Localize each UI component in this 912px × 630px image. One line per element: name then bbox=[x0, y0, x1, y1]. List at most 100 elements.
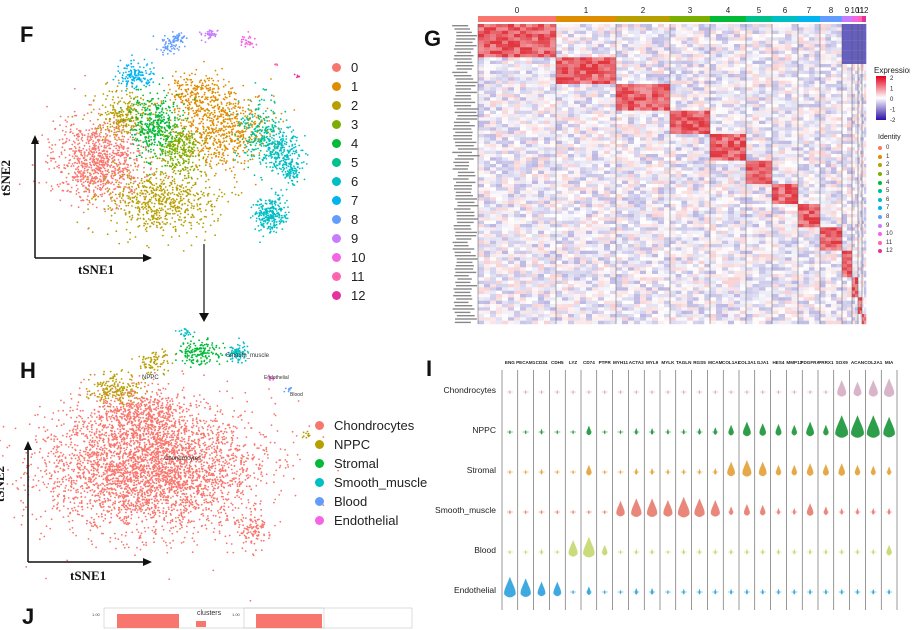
panel-h-y-axis-label: tSNE2 bbox=[0, 466, 8, 502]
identity-dot-icon bbox=[878, 249, 882, 253]
legend-label: 7 bbox=[351, 193, 358, 208]
panel-letter-g: G bbox=[424, 26, 441, 52]
heatmap-cluster-label: 2 bbox=[641, 6, 646, 15]
violin-grid bbox=[502, 370, 897, 610]
legend-label: 8 bbox=[351, 212, 358, 227]
legend-dot-icon bbox=[332, 291, 341, 300]
identity-label: 3 bbox=[886, 171, 889, 177]
violin-gene-label: MYH11 bbox=[613, 360, 629, 365]
cluster-legend-item: 5 bbox=[332, 153, 365, 172]
identity-label: 9 bbox=[886, 223, 889, 229]
legend-dot-icon bbox=[332, 101, 341, 110]
heatmap-scale-tick: 2 bbox=[890, 76, 894, 82]
legend-dot-icon bbox=[332, 82, 341, 91]
tsne-scatter-cell-types bbox=[0, 328, 339, 602]
heatmap-cluster-segment bbox=[862, 16, 866, 22]
legend-label: Blood bbox=[334, 494, 367, 509]
panel-letter-i: I bbox=[426, 356, 432, 382]
heatmap-cluster-segment bbox=[852, 16, 858, 22]
identity-dot-icon bbox=[878, 224, 882, 228]
legend-dot-icon bbox=[332, 177, 341, 186]
legend-dot-icon bbox=[315, 516, 324, 525]
identity-label: 1 bbox=[886, 154, 889, 160]
violin-gene-label: TAGLN bbox=[676, 360, 692, 365]
legend-label: NPPC bbox=[334, 437, 370, 452]
heatmap-cluster-segment bbox=[670, 16, 710, 22]
legend-dot-icon bbox=[332, 139, 341, 148]
heatmap-cluster-label: 5 bbox=[757, 6, 762, 15]
identity-dot-icon bbox=[878, 181, 882, 185]
panel-f-x-axis-label: tSNE1 bbox=[78, 262, 114, 278]
cell-type-legend-item: Smooth_muscle bbox=[315, 473, 427, 492]
identity-dot-icon bbox=[878, 215, 882, 219]
heatmap-cluster-label: 4 bbox=[726, 6, 731, 15]
identity-label: 12 bbox=[886, 248, 893, 254]
identity-legend-item: 1 bbox=[878, 153, 893, 162]
tsne-label-endothelial: Endothelial bbox=[264, 375, 289, 381]
cluster-legend-item: 7 bbox=[332, 191, 365, 210]
violin-gene-label: ACTA2 bbox=[629, 360, 644, 365]
panel-j-bar-charts bbox=[90, 608, 390, 628]
violin-gene-label: ENG bbox=[505, 360, 515, 365]
identity-legend-item: 9 bbox=[878, 221, 893, 230]
identity-dot-icon bbox=[878, 198, 882, 202]
legend-label: Endothelial bbox=[334, 513, 398, 528]
legend-label: 12 bbox=[351, 288, 365, 303]
heatmap-identity-title: Identity bbox=[878, 134, 901, 141]
violin-gene-label: PECAM1 bbox=[516, 360, 536, 365]
cluster-legend-item: 12 bbox=[332, 286, 365, 305]
legend-dot-icon bbox=[315, 459, 324, 468]
legend-dot-icon bbox=[315, 440, 324, 449]
heatmap-cluster-label: 8 bbox=[829, 6, 834, 15]
heatmap-gene-labels bbox=[452, 25, 479, 323]
identity-label: 4 bbox=[886, 180, 889, 186]
violin-gene-label: ACAN bbox=[851, 360, 865, 365]
violin-row-label: Smooth_muscle bbox=[435, 505, 496, 515]
heatmap-cluster-segment bbox=[842, 16, 852, 22]
violin-gene-label: CD74 bbox=[583, 360, 595, 365]
violin-row-label: Endothelial bbox=[454, 585, 496, 595]
legend-dot-icon bbox=[332, 234, 341, 243]
tsne-scatter-clusters bbox=[19, 29, 309, 252]
heatmap-cluster-segment bbox=[710, 16, 746, 22]
cell-type-legend-item: Stromal bbox=[315, 454, 427, 473]
flow-arrow-down bbox=[194, 244, 214, 324]
violin-row-label: Chondrocytes bbox=[444, 385, 496, 395]
identity-legend-item: 0 bbox=[878, 144, 893, 153]
heatmap-cluster-label: 12 bbox=[860, 6, 869, 15]
heatmap-cluster-segment bbox=[556, 16, 616, 22]
identity-label: 5 bbox=[886, 188, 889, 194]
identity-legend-item: 10 bbox=[878, 230, 893, 239]
identity-legend-item: 3 bbox=[878, 170, 893, 179]
tsne-label-nppc: NPPC bbox=[142, 375, 159, 381]
tsne-label-blood: Blood bbox=[290, 392, 303, 398]
heatmap-cluster-segment bbox=[478, 16, 556, 22]
legend-dot-icon bbox=[315, 478, 324, 487]
legend-label: 1 bbox=[351, 79, 358, 94]
heatmap-cluster-label: 3 bbox=[688, 6, 693, 15]
legend-label: Stromal bbox=[334, 456, 379, 471]
violin-gene-label: CD34 bbox=[536, 360, 548, 365]
violin-gene-label: COL2A1 bbox=[864, 360, 883, 365]
panel-j-tick-left: 1.00 bbox=[92, 612, 100, 617]
identity-dot-icon bbox=[878, 206, 882, 210]
panel-h-x-axis-label: tSNE1 bbox=[70, 568, 106, 584]
legend-label: 9 bbox=[351, 231, 358, 246]
violin-gene-label: MCAM bbox=[708, 360, 722, 365]
cluster-legend-item: 8 bbox=[332, 210, 365, 229]
heatmap-cluster-label: 0 bbox=[515, 6, 520, 15]
heatmap-legend-title: Expression bbox=[874, 66, 910, 75]
heatmap-cluster-segment bbox=[798, 16, 820, 22]
legend-label: 0 bbox=[351, 60, 358, 75]
heatmap-scale-tick: -2 bbox=[890, 118, 896, 124]
violin-row-labels: ChondrocytesNPPCStromalSmooth_muscleBloo… bbox=[435, 385, 496, 595]
legend-label: 5 bbox=[351, 155, 358, 170]
identity-legend-item: 7 bbox=[878, 204, 893, 213]
